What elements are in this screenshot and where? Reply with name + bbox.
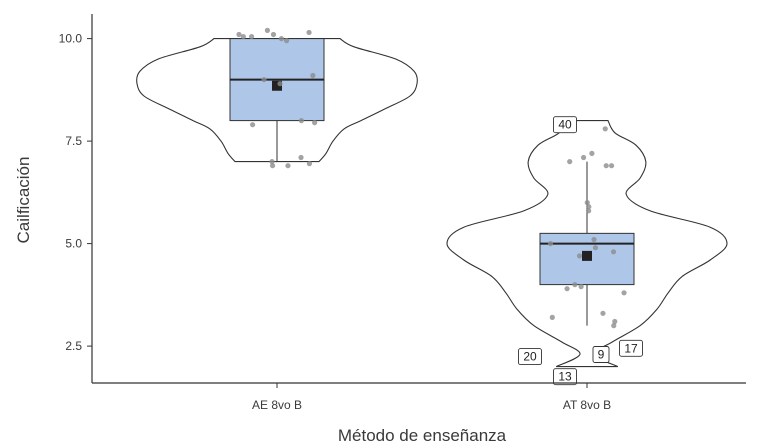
data-point bbox=[567, 159, 573, 165]
data-point bbox=[298, 154, 304, 161]
violins-layer bbox=[136, 38, 728, 368]
data-point bbox=[592, 245, 599, 251]
y-axis-title: Cailficación bbox=[14, 157, 33, 244]
data-point bbox=[549, 314, 555, 320]
outlier-label-box bbox=[553, 116, 577, 134]
outlier-label-box bbox=[619, 339, 643, 357]
outlier-label: 9 bbox=[598, 348, 605, 362]
data-point bbox=[602, 126, 608, 132]
data-point bbox=[580, 154, 587, 161]
outlier-label-box bbox=[592, 346, 610, 363]
x-axis-title: Método de enseñanza bbox=[338, 426, 507, 445]
data-point bbox=[600, 310, 606, 316]
data-point bbox=[312, 120, 318, 126]
y-tick-label: 2.5 bbox=[65, 339, 82, 353]
data-point bbox=[236, 31, 242, 38]
data-point bbox=[278, 36, 285, 42]
boxes-layer bbox=[229, 38, 635, 326]
outlier-label-box bbox=[518, 348, 542, 366]
data-point bbox=[264, 27, 271, 33]
data-point bbox=[310, 72, 316, 79]
outlier-label: 20 bbox=[523, 350, 537, 364]
data-point bbox=[564, 286, 570, 292]
data-point bbox=[578, 284, 584, 290]
data-point bbox=[608, 163, 615, 169]
data-point bbox=[250, 122, 256, 128]
data-point bbox=[298, 118, 305, 124]
data-point bbox=[248, 33, 255, 40]
outlier-label: 13 bbox=[558, 370, 572, 384]
points-layer bbox=[236, 27, 627, 329]
data-point bbox=[261, 77, 267, 83]
data-point bbox=[270, 31, 277, 38]
mean-marker bbox=[272, 80, 282, 91]
data-point bbox=[603, 163, 609, 169]
data-point bbox=[572, 282, 578, 288]
data-point bbox=[269, 163, 276, 169]
data-point bbox=[283, 38, 290, 44]
y-ticks: 2.5 5.0 7.5 10.0 bbox=[59, 32, 92, 353]
x-ticks: AE 8vo B AT 8vo B bbox=[252, 383, 611, 412]
data-point bbox=[610, 249, 617, 255]
data-point bbox=[269, 159, 275, 165]
y-tick-label: 7.5 bbox=[65, 134, 82, 148]
mean-marker bbox=[582, 250, 592, 261]
data-point bbox=[285, 163, 291, 169]
data-point bbox=[586, 204, 592, 210]
data-point bbox=[611, 323, 617, 329]
data-point bbox=[306, 161, 313, 167]
data-point bbox=[612, 318, 618, 325]
data-point bbox=[591, 236, 597, 243]
y-tick-label: 5.0 bbox=[65, 237, 82, 251]
x-tick-label: AE 8vo B bbox=[252, 398, 302, 412]
data-point bbox=[576, 253, 583, 259]
data-point bbox=[621, 290, 627, 296]
outlier-labels-layer: 20 13 9 17 40 bbox=[518, 116, 643, 386]
y-tick-label: 10.0 bbox=[59, 32, 83, 46]
data-point bbox=[589, 150, 595, 156]
data-point bbox=[584, 200, 590, 206]
x-tick-label: AT 8vo B bbox=[563, 398, 611, 412]
data-point bbox=[277, 81, 283, 87]
outlier-label-box bbox=[553, 368, 577, 386]
outlier-label: 40 bbox=[558, 118, 572, 132]
data-point bbox=[547, 241, 554, 247]
data-point bbox=[586, 208, 592, 214]
data-point bbox=[240, 33, 246, 40]
data-point bbox=[306, 29, 312, 36]
outlier-label: 17 bbox=[624, 341, 638, 355]
violin-shape bbox=[136, 38, 418, 163]
